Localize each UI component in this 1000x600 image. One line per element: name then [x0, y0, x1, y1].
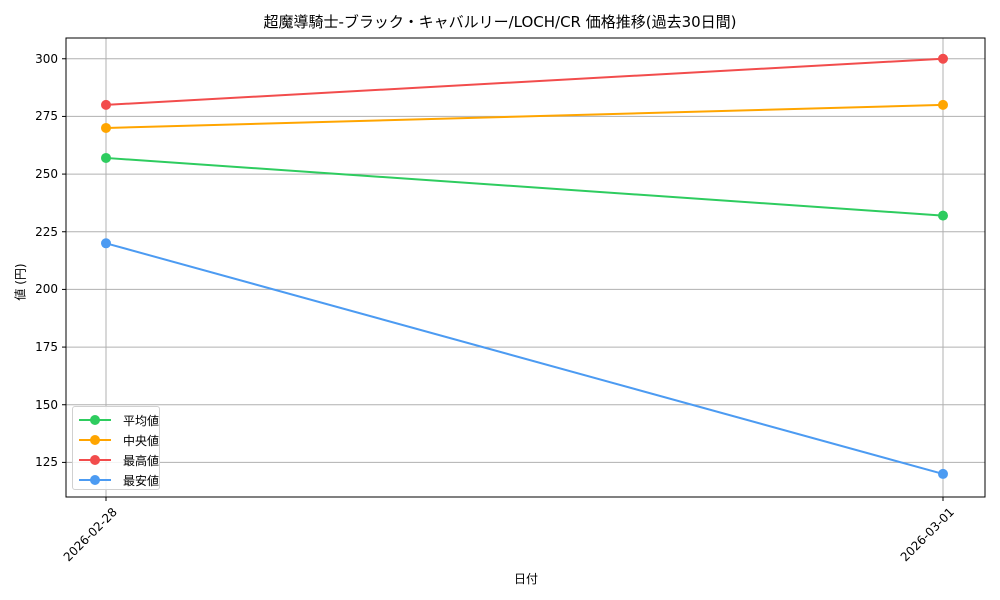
- y-tick-label: 125: [35, 455, 58, 470]
- plot-frame: [65, 37, 986, 498]
- series-lines: [101, 53, 948, 479]
- legend-item-median: 中央値: [73, 430, 159, 450]
- line-marker-icon: [79, 414, 111, 426]
- line-marker-icon: [79, 454, 111, 466]
- legend-label: 最高値: [123, 453, 160, 468]
- line-marker-icon: [79, 474, 111, 486]
- x-axis-label: 日付: [513, 572, 538, 586]
- grid-lines: [66, 38, 985, 497]
- legend-label: 中央値: [123, 433, 160, 448]
- legend-label: 平均値: [123, 413, 160, 428]
- y-tick-label: 275: [35, 109, 58, 124]
- legend-item-min: 最安値: [73, 470, 159, 490]
- legend-item-max: 最高値: [73, 450, 159, 470]
- chart-title: 超魔導騎士-ブラック・キャバルリー/LOCH/CR 価格推移(過去30日間): [263, 13, 737, 31]
- line-marker-icon: [79, 434, 111, 446]
- y-tick-label: 300: [35, 51, 58, 66]
- y-tick-label: 225: [35, 224, 58, 239]
- y-axis-label: 値 (円): [13, 263, 28, 301]
- y-tick-label: 175: [35, 340, 58, 355]
- legend: 平均値 中央値 最高値 最安値: [72, 406, 160, 490]
- y-tick-label: 250: [35, 167, 58, 182]
- y-tick-label: 150: [35, 397, 58, 412]
- legend-label: 最安値: [123, 473, 160, 488]
- legend-item-average: 平均値: [73, 410, 159, 430]
- y-tick-label: 200: [35, 282, 58, 297]
- tick-marks: [62, 58, 944, 501]
